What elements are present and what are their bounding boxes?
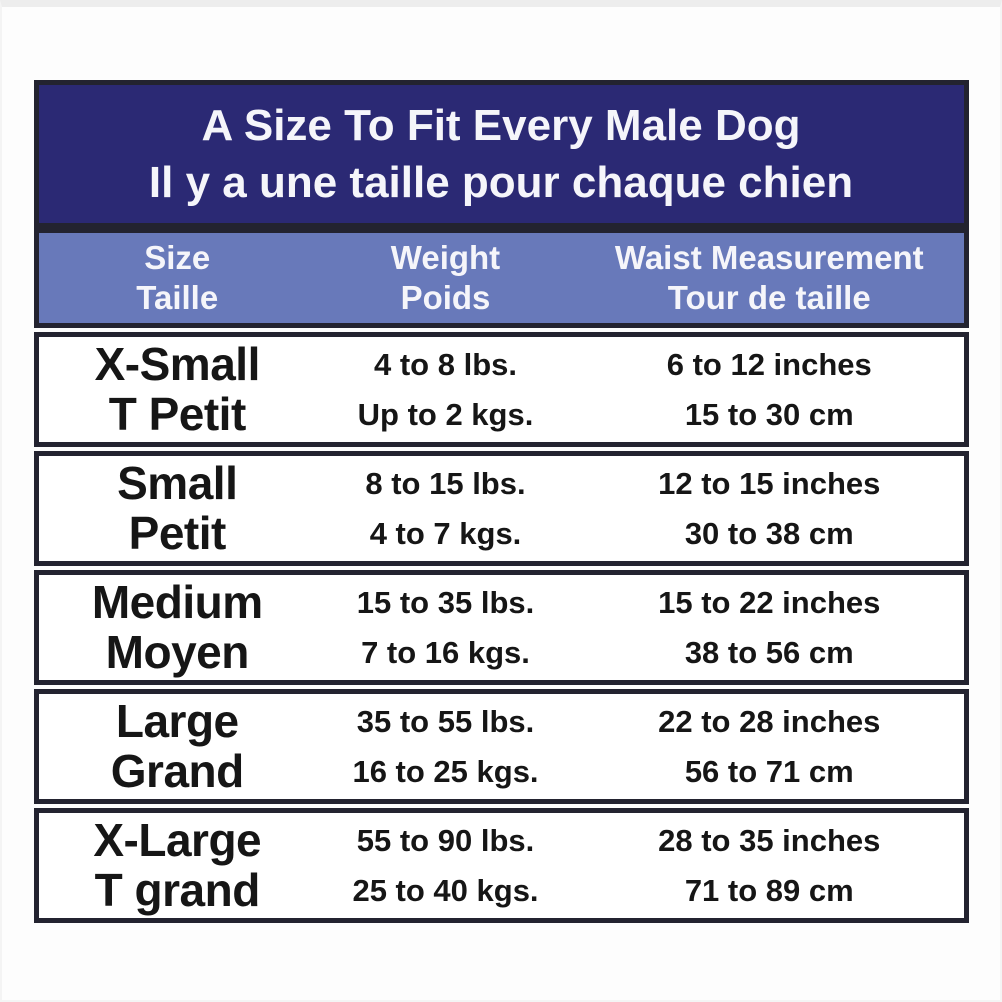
weight-kgs: 16 to 25 kgs. — [352, 753, 539, 789]
waist-inches: 6 to 12 inches — [666, 346, 872, 382]
size-name-en: X-Small — [94, 337, 261, 390]
column-header-waist-en: Waist Measurement — [614, 238, 924, 276]
size-name-fr: Grand — [110, 744, 244, 797]
column-header-size-en: Size — [144, 238, 211, 276]
table-header-row: Size Taille Weight Poids Waist Measureme… — [33, 228, 969, 328]
size-cell: Small Petit — [39, 456, 317, 559]
waist-cm: 38 to 56 cm — [684, 634, 854, 670]
weight-kgs: Up to 2 kgs. — [357, 396, 534, 432]
column-header-weight-fr: Poids — [400, 279, 491, 316]
size-name-fr: Petit — [128, 506, 227, 559]
weight-kgs: 25 to 40 kgs. — [352, 872, 539, 908]
weight-lbs: 55 to 90 lbs. — [356, 822, 535, 858]
weight-cell: 55 to 90 lbs. 25 to 40 kgs. — [316, 816, 575, 915]
chart-title-banner: A Size To Fit Every Male Dog Il y a une … — [33, 80, 969, 228]
waist-inches: 22 to 28 inches — [658, 703, 881, 739]
table-row-small: Small Petit 8 to 15 lbs. 4 to 7 kgs. 12 … — [33, 451, 969, 566]
size-cell: Medium Moyen — [39, 575, 317, 678]
size-cell: Large Grand — [39, 694, 317, 797]
waist-cm: 30 to 38 cm — [684, 515, 854, 551]
weight-kgs: 4 to 7 kgs. — [369, 515, 522, 551]
weight-cell: 15 to 35 lbs. 7 to 16 kgs. — [316, 578, 575, 677]
size-name-en: X-Large — [93, 813, 262, 866]
column-header-waist: Waist Measurement Tour de taille — [575, 238, 964, 319]
weight-lbs: 8 to 15 lbs. — [365, 465, 526, 501]
size-name-en: Small — [117, 456, 238, 509]
table-row-medium: Medium Moyen 15 to 35 lbs. 7 to 16 kgs. … — [33, 570, 969, 685]
waist-inches: 12 to 15 inches — [658, 465, 881, 501]
waist-cell: 12 to 15 inches 30 to 38 cm — [575, 459, 964, 558]
title-french: Il y a une taille pour chaque chien — [148, 158, 854, 207]
size-chart: A Size To Fit Every Male Dog Il y a une … — [33, 80, 969, 923]
weight-kgs: 7 to 16 kgs. — [361, 634, 530, 670]
waist-cm: 56 to 71 cm — [684, 753, 854, 789]
weight-cell: 8 to 15 lbs. 4 to 7 kgs. — [316, 459, 575, 558]
table-row-large: Large Grand 35 to 55 lbs. 16 to 25 kgs. … — [33, 689, 969, 804]
waist-inches: 15 to 22 inches — [658, 584, 881, 620]
waist-cell: 6 to 12 inches 15 to 30 cm — [575, 340, 964, 439]
table-row-xlarge: X-Large T grand 55 to 90 lbs. 25 to 40 k… — [33, 808, 969, 923]
weight-lbs: 4 to 8 lbs. — [374, 346, 517, 382]
weight-cell: 4 to 8 lbs. Up to 2 kgs. — [316, 340, 575, 439]
waist-cell: 22 to 28 inches 56 to 71 cm — [575, 697, 964, 796]
weight-cell: 35 to 55 lbs. 16 to 25 kgs. — [316, 697, 575, 796]
column-header-size-fr: Taille — [136, 279, 219, 316]
column-header-weight-en: Weight — [390, 238, 501, 276]
size-cell: X-Large T grand — [39, 813, 317, 916]
column-header-size: Size Taille — [39, 238, 317, 319]
table-row-xsmall: X-Small T Petit 4 to 8 lbs. Up to 2 kgs.… — [33, 332, 969, 447]
column-header-weight: Weight Poids — [316, 238, 575, 319]
size-name-en: Large — [115, 694, 239, 747]
waist-cm: 71 to 89 cm — [684, 872, 854, 908]
weight-lbs: 35 to 55 lbs. — [356, 703, 535, 739]
waist-cell: 15 to 22 inches 38 to 56 cm — [575, 578, 964, 677]
size-name-fr: T Petit — [108, 387, 247, 440]
weight-lbs: 15 to 35 lbs. — [356, 584, 535, 620]
size-name-fr: Moyen — [105, 625, 250, 678]
size-name-en: Medium — [91, 575, 263, 628]
title-english: A Size To Fit Every Male Dog — [201, 100, 801, 150]
size-name-fr: T grand — [94, 863, 261, 916]
waist-cm: 15 to 30 cm — [684, 396, 854, 432]
column-header-waist-fr: Tour de taille — [667, 279, 871, 316]
waist-inches: 28 to 35 inches — [658, 822, 881, 858]
waist-cell: 28 to 35 inches 71 to 89 cm — [575, 816, 964, 915]
size-cell: X-Small T Petit — [39, 337, 317, 440]
